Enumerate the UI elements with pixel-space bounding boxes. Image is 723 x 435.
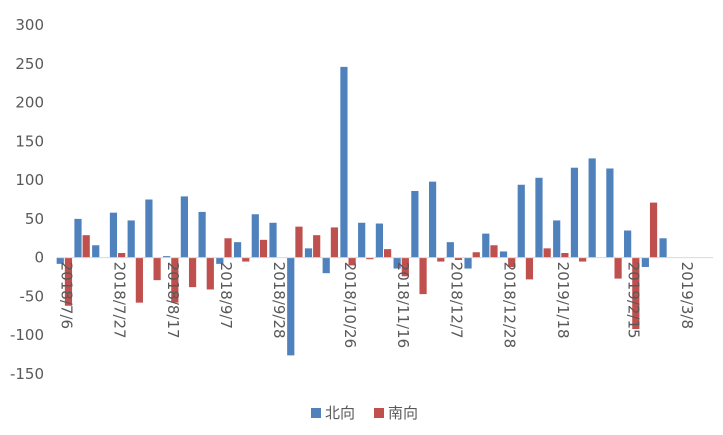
x-tick-label: 2018/7/6 <box>57 262 75 329</box>
legend-label-north: 北向 <box>325 404 355 422</box>
bar-south <box>224 238 232 258</box>
bar-north <box>358 222 366 258</box>
bar-north <box>428 181 437 258</box>
bar-north <box>304 248 313 258</box>
bar-north <box>163 256 171 258</box>
y-tick-label: 200 <box>15 94 44 112</box>
y-tick-label: 250 <box>15 55 44 73</box>
x-tick-label: 2018/11/16 <box>394 262 412 348</box>
bar-north <box>446 242 454 258</box>
y-tick-label: 50 <box>25 210 44 228</box>
x-tick-label: 2018/12/7 <box>447 262 465 339</box>
y-tick-label: -100 <box>10 326 44 344</box>
y-tick-label: 150 <box>15 132 44 150</box>
bar-north <box>145 199 153 258</box>
bar-south <box>259 239 268 258</box>
bar-north <box>659 238 667 258</box>
bar-south <box>82 235 90 258</box>
x-tick-label: 2019/1/18 <box>554 262 572 339</box>
bar-south <box>490 245 498 258</box>
bar-north <box>92 245 100 258</box>
x-tick-label: 2018/9/28 <box>270 262 288 339</box>
bar-north <box>588 158 596 258</box>
y-tick-label: 100 <box>15 171 44 189</box>
x-tick-label: 2018/7/27 <box>111 262 129 339</box>
bar-south <box>472 252 480 258</box>
bar-south <box>508 257 516 267</box>
bar-north <box>606 168 614 258</box>
bar-north <box>251 214 259 258</box>
bar-south <box>348 257 356 266</box>
bar-south <box>153 257 161 281</box>
legend: 北向 南向 <box>311 404 418 422</box>
x-tick-label: 2018/12/28 <box>501 262 519 348</box>
y-tick-label: 300 <box>15 16 44 34</box>
legend-swatch-south <box>374 408 384 418</box>
bar-south <box>295 226 303 258</box>
bar-south <box>171 257 179 303</box>
x-tick-label: 2018/10/26 <box>341 262 359 348</box>
legend-label-south: 南向 <box>388 404 418 422</box>
bar-north <box>109 212 118 258</box>
bar-south <box>454 257 463 260</box>
bar-north <box>269 222 277 258</box>
bar-south <box>206 257 214 290</box>
bar-south <box>649 202 658 258</box>
bar-south <box>330 227 339 258</box>
x-tick-label: 2018/9/7 <box>217 262 235 329</box>
bar-north <box>56 257 64 264</box>
bar-north <box>553 220 561 258</box>
bar-north <box>127 220 135 258</box>
bar-south <box>525 257 534 280</box>
bar-south <box>64 257 73 306</box>
x-axis-labels: 2018/7/6 2018/7/27 2018/8/17 2018/9/7 2018/9… <box>57 262 696 348</box>
bar-south <box>579 257 587 262</box>
y-tick-label: 0 <box>34 249 44 267</box>
bar-north <box>375 223 383 258</box>
bar-south <box>242 257 250 262</box>
x-tick-label: 2019/2/15 <box>625 262 643 339</box>
bar-north <box>411 190 419 258</box>
y-axis-labels: -150 -100 -50 0 50 100 150 200 250 300 <box>10 16 44 383</box>
bar-south <box>561 253 569 258</box>
bars-layer <box>56 66 667 356</box>
bar-south <box>614 257 622 279</box>
bar-south <box>366 257 374 260</box>
bar-south <box>384 249 392 258</box>
y-tick-label: -50 <box>20 287 45 305</box>
bar-north <box>340 66 348 258</box>
bar-north <box>216 257 224 264</box>
x-tick-label: 2019/3/8 <box>678 262 696 329</box>
bar-north <box>641 257 649 267</box>
bar-north <box>482 233 490 258</box>
bar-south <box>632 257 640 330</box>
y-tick-label: -150 <box>10 365 44 383</box>
bar-south <box>135 257 143 303</box>
bar-south <box>118 253 126 258</box>
bar-north <box>570 167 579 258</box>
bar-south <box>543 248 551 258</box>
bar-north <box>393 257 401 269</box>
bar-north <box>535 177 543 258</box>
bar-south <box>313 235 321 258</box>
bar-north <box>624 230 632 258</box>
bar-north <box>322 257 330 274</box>
legend-swatch-north <box>311 408 321 418</box>
bar-north <box>198 211 206 258</box>
x-tick-label: 2018/8/17 <box>164 262 182 339</box>
bar-north <box>287 257 295 356</box>
bar-north <box>180 196 188 258</box>
bar-south <box>401 257 409 277</box>
bar-north <box>233 242 242 258</box>
bar-north <box>517 184 525 258</box>
bar-south <box>419 257 427 295</box>
bar-north <box>499 251 508 258</box>
bar-south <box>188 257 197 288</box>
bar-south <box>437 257 445 262</box>
bar-north <box>74 218 82 258</box>
bar-north <box>464 257 472 269</box>
